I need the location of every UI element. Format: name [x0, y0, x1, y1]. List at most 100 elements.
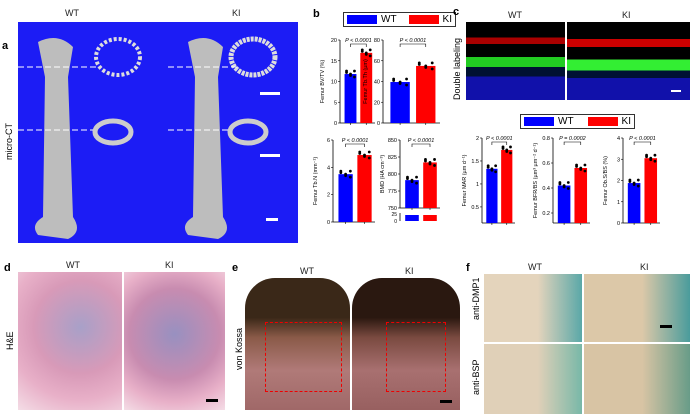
- data-point: [368, 54, 372, 58]
- label-anti-bsp: anti-BSP: [471, 359, 481, 395]
- label-wt-e: WT: [300, 266, 314, 276]
- bar-break-segment: [405, 215, 419, 221]
- data-point: [501, 147, 505, 150]
- y-axis-label: Femur MAR (µm d⁻¹): [462, 154, 468, 206]
- double-labeling-wt-image: [466, 22, 565, 100]
- data-point: [509, 145, 512, 149]
- bar-ki: [357, 155, 372, 222]
- y-tick-label: 20: [374, 100, 380, 106]
- label-ki-e: KI: [405, 266, 414, 276]
- label-ki-f: KI: [640, 262, 649, 272]
- y-tick-label: 2: [617, 179, 620, 185]
- y-tick-label: 0: [617, 221, 620, 227]
- label-ki-a: KI: [232, 8, 241, 18]
- y-tick-label: 0: [327, 220, 330, 226]
- significance-bracket: [399, 43, 427, 47]
- data-point: [405, 77, 408, 81]
- y-tick-label: 80: [374, 38, 380, 44]
- y-tick-label: 1: [476, 182, 479, 188]
- bar-chart-1: 0 5 10 15 20 P < 0.0001 Femur BV/TV (%): [320, 38, 375, 127]
- data-point: [494, 170, 498, 174]
- data-point: [566, 187, 570, 190]
- y-tick-label: 0: [377, 121, 380, 127]
- y-tick-label: 850: [388, 138, 397, 144]
- significance-bracket: [345, 143, 365, 147]
- roi-box-ki: [386, 322, 446, 392]
- bar-ki: [574, 168, 588, 223]
- significance-bracket: [563, 141, 582, 145]
- y-axis-label: Femur BV/TV (%): [320, 60, 326, 104]
- data-point: [339, 171, 343, 175]
- data-point: [348, 169, 352, 173]
- bar-wt: [627, 183, 641, 223]
- significance-bracket: [350, 43, 367, 47]
- data-point: [363, 155, 366, 158]
- y-tick-label: 0.2: [542, 211, 550, 217]
- data-point: [364, 52, 368, 56]
- bar-wt: [390, 82, 410, 123]
- data-point: [433, 158, 436, 161]
- y-tick-label: 0.4: [542, 186, 550, 192]
- p-value-label: P < 0.0001: [408, 138, 435, 144]
- y-tick-label: 0: [394, 219, 397, 225]
- y-axis-label: Femur Tb.N (mm⁻¹): [313, 157, 319, 205]
- data-point: [349, 74, 352, 77]
- legend-label-ki: KI: [621, 116, 631, 127]
- dmp1-ki-image: [584, 274, 690, 342]
- data-point: [583, 163, 587, 167]
- data-point: [398, 82, 402, 85]
- y-tick-label: 3: [617, 157, 620, 163]
- y-tick-label: 0: [334, 121, 337, 127]
- scale-bar: [660, 325, 672, 328]
- data-point: [566, 181, 570, 184]
- panel-letter-d: d: [4, 262, 11, 274]
- data-point: [632, 183, 636, 186]
- data-point: [367, 156, 371, 160]
- label-anti-dmp1: anti-DMP1: [471, 277, 481, 320]
- y-tick-label: 825: [388, 155, 397, 161]
- legend-swatch-wt: [347, 15, 377, 24]
- data-point: [344, 174, 347, 178]
- label-ki-c: KI: [622, 10, 631, 20]
- he-wt-image: [18, 272, 122, 410]
- y-axis-label: Femur BFR/BS (µm³ µm⁻² d⁻¹): [533, 143, 539, 219]
- data-point: [360, 49, 364, 53]
- y-tick-label: 15: [331, 59, 337, 65]
- y-tick-label: 2: [476, 136, 479, 142]
- data-point: [424, 66, 428, 69]
- y-axis-label: Femur Tb.Th (µm): [363, 59, 369, 104]
- label-wt-a: WT: [65, 8, 79, 18]
- data-point: [628, 180, 632, 183]
- label-wt-f: WT: [528, 262, 542, 272]
- data-point: [649, 158, 653, 162]
- data-point: [392, 79, 396, 82]
- data-point: [636, 178, 640, 182]
- data-point: [645, 155, 648, 159]
- bar-ki: [416, 65, 436, 123]
- scale-bar: [206, 399, 218, 402]
- label-wt-d: WT: [66, 260, 80, 270]
- bar-ki: [360, 52, 373, 123]
- data-point: [345, 71, 348, 74]
- data-point: [353, 75, 356, 79]
- bsp-ki-image: [584, 344, 690, 414]
- y-tick-label: 10: [331, 80, 337, 86]
- roi-box-wt: [265, 322, 342, 392]
- legend-swatch-ki: [408, 15, 439, 24]
- y-tick-label: 775: [388, 189, 397, 195]
- panel-letter-b: b: [313, 8, 320, 20]
- data-point: [509, 151, 512, 155]
- y-tick-label: 6: [327, 138, 330, 144]
- y-tick-label: 40: [374, 80, 380, 86]
- y-tick-label: 0.8: [542, 136, 550, 142]
- label-von-kossa: von Kossa: [234, 327, 244, 370]
- data-point: [430, 67, 434, 71]
- data-point: [415, 175, 418, 179]
- data-point: [490, 168, 494, 172]
- data-point: [653, 153, 657, 157]
- data-point: [410, 180, 414, 184]
- bar-chart-4: 750 775 800 825 850 025 P < 0.0001 BMD (HA cm⁻³…: [380, 138, 440, 225]
- data-point: [433, 164, 436, 167]
- legend-label-wt: WT: [381, 14, 397, 25]
